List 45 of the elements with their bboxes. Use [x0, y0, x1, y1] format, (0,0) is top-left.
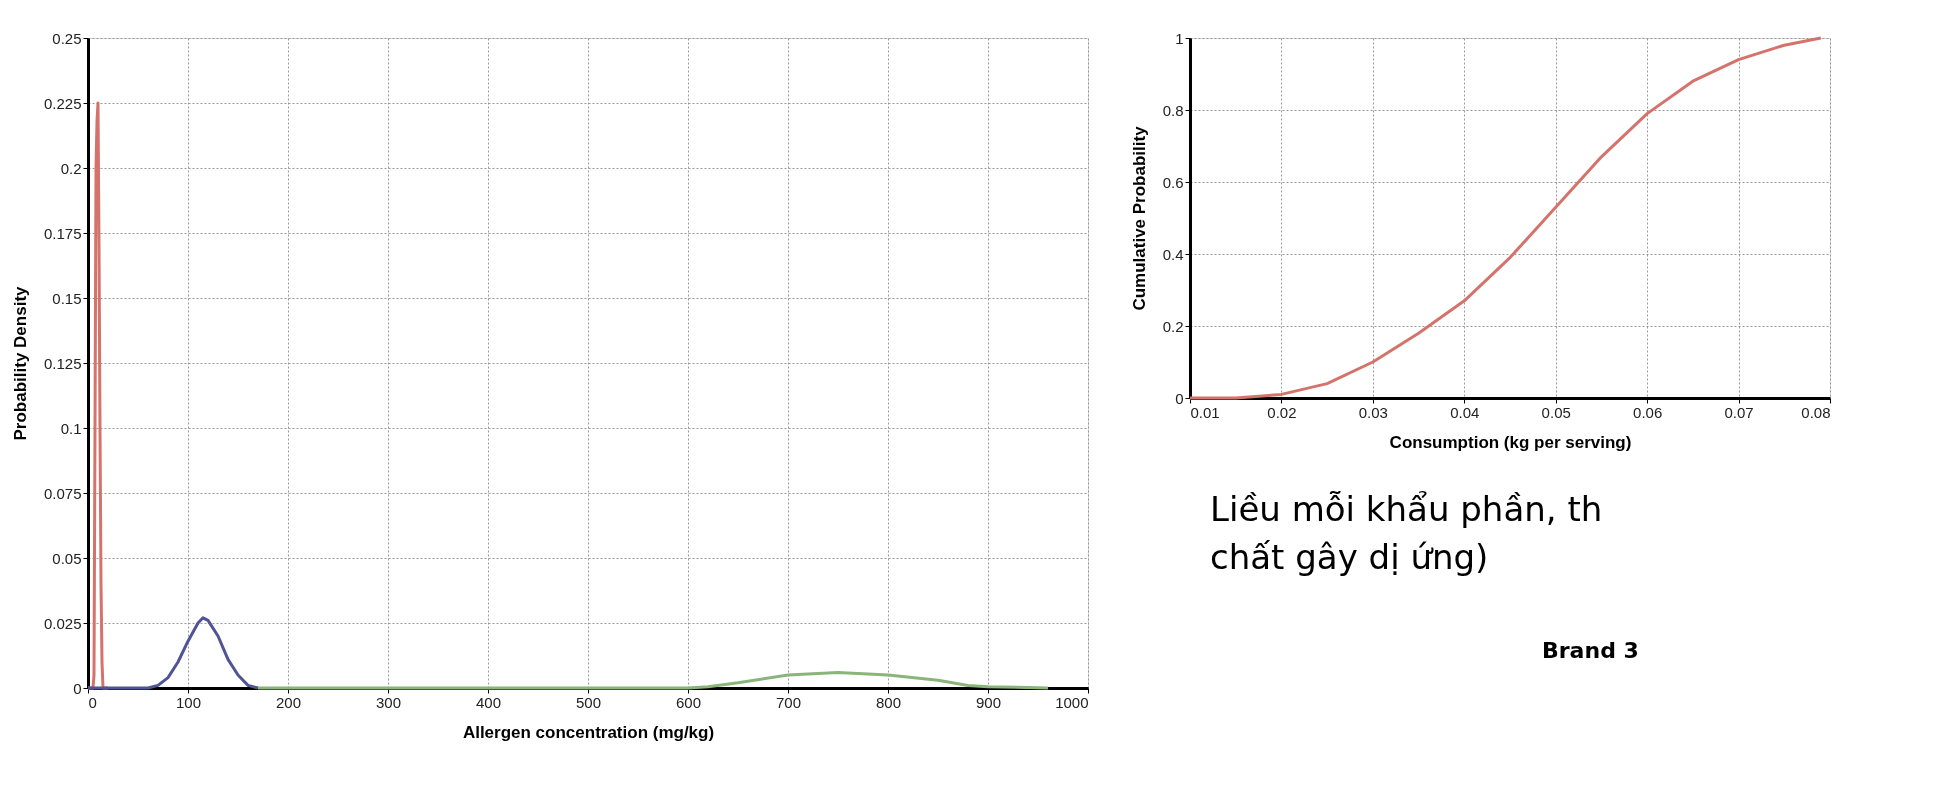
x-tick-label: 0.01	[1190, 403, 1220, 421]
y-tick-label: 0.25	[52, 29, 82, 47]
text: chất gây dị ứng)	[1210, 537, 1489, 577]
x-tick-label: 700	[775, 693, 802, 711]
text: Liều mỗi khẩu phần, th	[1210, 489, 1603, 529]
y-tick-label: 0.8	[1162, 101, 1184, 119]
x-axis-title: Consumption (kg per serving)	[1389, 432, 1632, 452]
x-axis-title: Allergen concentration (mg/kg)	[462, 722, 715, 742]
y-tick-label: 0.2	[1162, 317, 1184, 335]
y-tick-label: 0.225	[43, 94, 82, 112]
x-tick-label: 0.04	[1450, 403, 1480, 421]
y-tick-label: 1	[1175, 29, 1184, 47]
x-tick-label: 500	[575, 693, 602, 711]
x-tick-label: 0.05	[1541, 403, 1571, 421]
y-tick-label: 0.175	[43, 224, 82, 242]
y-tick-label: 0.125	[43, 354, 82, 372]
x-tick-label: 0.07	[1724, 403, 1754, 421]
y-tick-label: 0	[1175, 389, 1184, 407]
y-tick-label: 0.075	[43, 484, 82, 502]
x-tick-label: 900	[975, 693, 1002, 711]
x-tick-label: 200	[275, 693, 302, 711]
x-tick-label: 100	[175, 693, 202, 711]
x-tick-label: 0.08	[1801, 403, 1831, 421]
y-tick-label: 0.1	[60, 419, 82, 437]
x-tick-label: 300	[375, 693, 402, 711]
y-tick-label: 0.15	[52, 289, 82, 307]
text: Brand 3	[1542, 638, 1639, 663]
y-tick-label: 0.2	[60, 159, 82, 177]
y-tick-label: 0.6	[1162, 173, 1184, 191]
line-series	[256, 670, 1050, 690]
y-axis-title: Probability Density	[10, 285, 30, 441]
x-tick-label: 1000	[1055, 693, 1089, 711]
line-series	[86, 616, 260, 690]
x-tick-label: 0.03	[1358, 403, 1388, 421]
y-tick-label: 0.025	[43, 614, 82, 632]
y-axis-title: Cumulative Probability	[1129, 125, 1149, 311]
y-tick-label: 0	[73, 679, 82, 697]
x-tick-label: 0.06	[1633, 403, 1663, 421]
x-tick-label: 800	[875, 693, 902, 711]
x-tick-label: 400	[475, 693, 502, 711]
x-tick-label: 0.02	[1267, 403, 1297, 421]
x-tick-label: 600	[675, 693, 702, 711]
x-tick-label: 0	[88, 693, 97, 711]
y-tick-label: 0.4	[1162, 245, 1184, 263]
y-tick-label: 0.05	[52, 549, 82, 567]
